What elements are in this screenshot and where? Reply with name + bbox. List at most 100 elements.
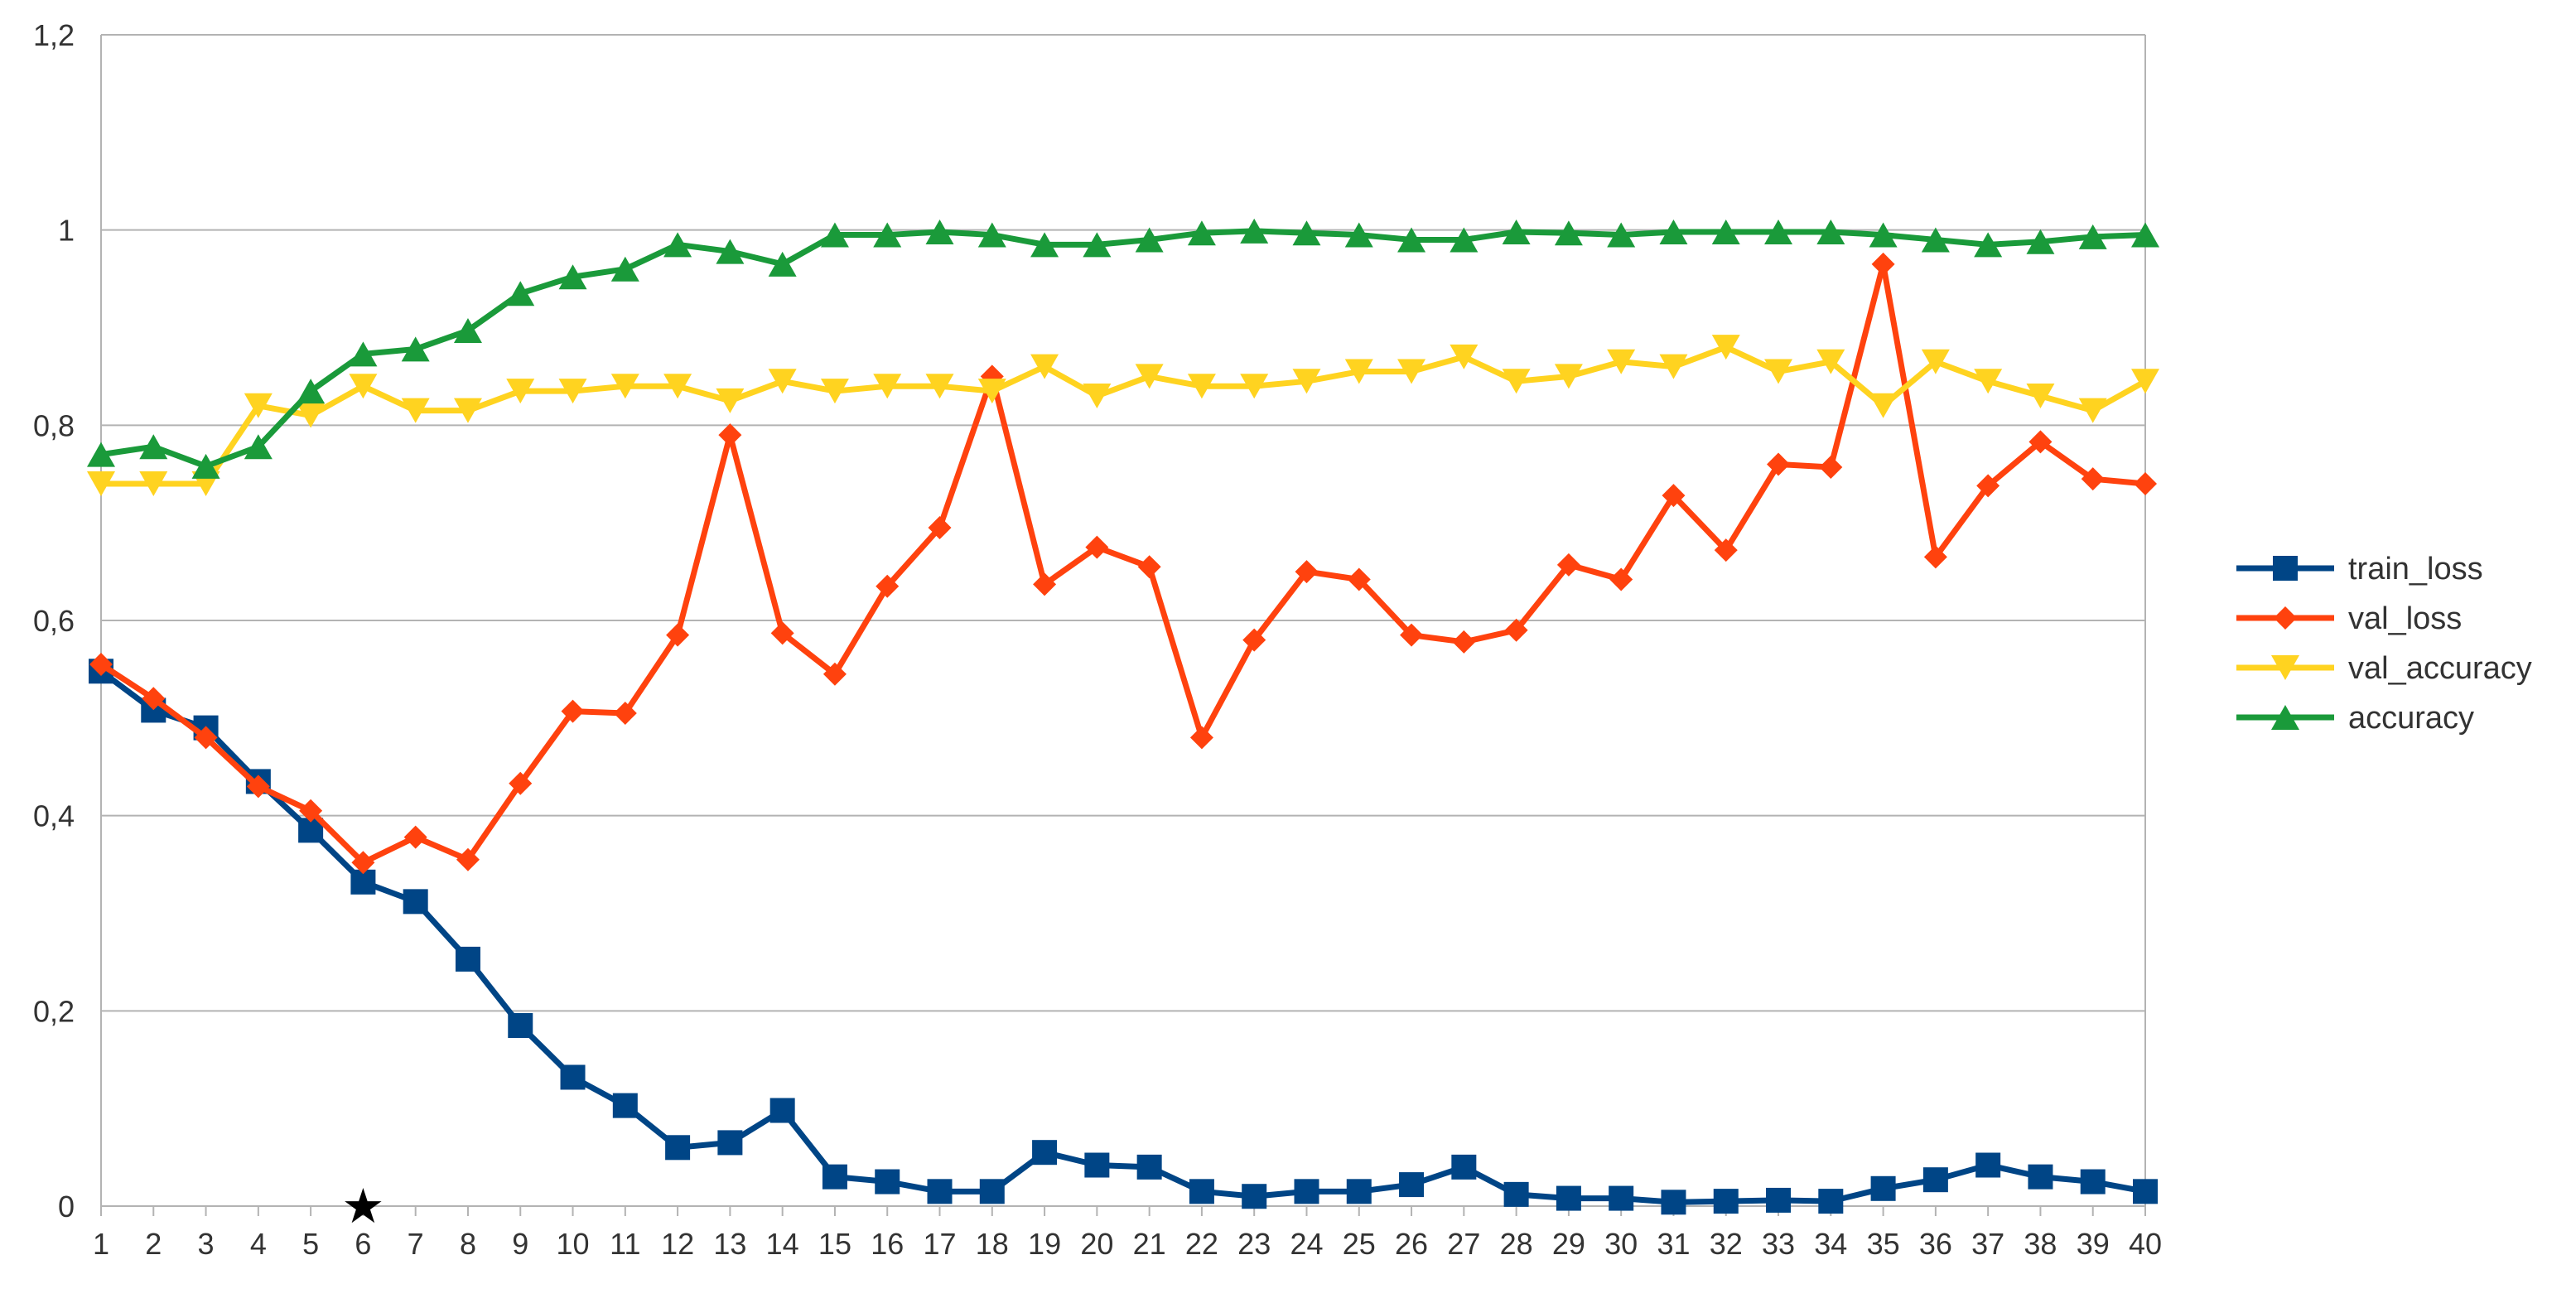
point-val_accuracy — [1974, 369, 2003, 394]
point-accuracy — [1187, 220, 1216, 246]
point-train_loss — [1870, 1175, 1896, 1201]
point-accuracy — [610, 256, 639, 282]
point-accuracy — [1607, 222, 1636, 248]
point-val_loss — [1400, 623, 1424, 647]
point-accuracy — [558, 264, 587, 290]
y-tick-label: 1,2 — [33, 18, 75, 52]
series-line-val_loss — [99, 261, 2146, 866]
point-val_accuracy — [506, 379, 535, 404]
point-train_loss — [455, 946, 480, 972]
point-val_loss — [1085, 535, 1109, 559]
x-tick-label: 12 — [661, 1227, 694, 1261]
legend-label: accuracy — [2348, 701, 2474, 736]
point-val_loss — [1295, 560, 1319, 584]
x-tick-label: 33 — [1762, 1227, 1795, 1261]
point-val_accuracy — [87, 471, 115, 497]
point-val_loss — [561, 699, 585, 723]
x-tick-label: 40 — [2129, 1227, 2162, 1261]
y-tick-label: 1 — [58, 214, 75, 248]
point-train_loss — [979, 1179, 1005, 1204]
legend: train_loss val_loss val_accuracy accuracy — [2236, 552, 2532, 736]
x-tick-label: 36 — [1919, 1227, 1952, 1261]
point-val_loss — [1767, 452, 1791, 476]
point-val_loss — [194, 726, 218, 750]
legend-swatch-marker — [2273, 556, 2298, 581]
point-val_accuracy — [1030, 354, 1059, 379]
x-tick-label: 20 — [1080, 1227, 1113, 1261]
point-train_loss — [1922, 1167, 1948, 1193]
point-val_loss — [1662, 484, 1686, 508]
point-accuracy — [1344, 222, 1373, 248]
point-val_accuracy — [297, 403, 326, 428]
point-val_accuracy — [1187, 374, 1216, 399]
annotation-layer: ★ — [341, 1180, 384, 1233]
point-accuracy — [977, 222, 1006, 248]
point-val_loss — [2081, 467, 2105, 491]
point-train_loss — [1399, 1172, 1425, 1198]
point-val_accuracy — [2026, 383, 2055, 408]
point-train_loss — [508, 1013, 533, 1039]
x-tick-label: 2 — [145, 1227, 162, 1261]
point-accuracy — [1554, 220, 1583, 246]
point-accuracy — [1135, 227, 1164, 253]
point-val_loss — [666, 623, 690, 647]
point-val_loss — [89, 653, 113, 677]
x-tick-label: 25 — [1343, 1227, 1376, 1261]
x-tick-label: 39 — [2077, 1227, 2110, 1261]
x-tick-label: 10 — [557, 1227, 590, 1261]
point-accuracy — [820, 222, 849, 248]
point-train_loss — [1556, 1185, 1581, 1211]
point-val_accuracy — [1659, 354, 1688, 379]
point-accuracy — [1030, 232, 1059, 258]
point-accuracy — [1292, 220, 1321, 246]
point-val_loss — [2134, 472, 2157, 496]
point-val_accuracy — [977, 379, 1006, 404]
x-tick-label: 23 — [1237, 1227, 1271, 1261]
point-accuracy — [873, 222, 902, 248]
point-train_loss — [612, 1093, 638, 1118]
x-tick-label: 28 — [1500, 1227, 1533, 1261]
legend-swatch-marker — [2271, 655, 2299, 680]
point-val_loss — [1189, 726, 1213, 750]
point-val_loss — [1556, 553, 1580, 577]
point-train_loss — [1451, 1154, 1477, 1180]
point-train_loss — [717, 1130, 743, 1156]
x-tick-label: 9 — [512, 1227, 528, 1261]
point-val_loss — [1452, 630, 1476, 654]
point-val_loss — [2028, 430, 2053, 454]
point-val_accuracy — [1135, 364, 1164, 389]
x-tick-label: 15 — [818, 1227, 851, 1261]
point-val_loss — [770, 621, 794, 645]
point-train_loss — [2133, 1179, 2158, 1204]
x-tick-label: 37 — [1971, 1227, 2004, 1261]
point-val_accuracy — [2078, 398, 2107, 423]
point-val_loss — [351, 851, 375, 875]
x-tick-label: 7 — [408, 1227, 424, 1261]
x-tick-label: 21 — [1133, 1227, 1166, 1261]
y-tick-label: 0 — [58, 1190, 75, 1224]
point-val_loss — [1033, 572, 1057, 596]
point-accuracy — [2026, 229, 2055, 254]
x-tick-label: 4 — [250, 1227, 267, 1261]
point-val_accuracy — [1450, 344, 1479, 369]
y-tick-label: 0,8 — [33, 408, 75, 442]
point-train_loss — [769, 1098, 795, 1123]
series-line-train_loss — [99, 668, 2146, 1205]
point-train_loss — [1346, 1179, 1372, 1204]
point-val_accuracy — [1397, 359, 1426, 384]
point-val_loss — [142, 687, 166, 711]
point-val_loss — [928, 516, 952, 540]
point-val_accuracy — [1344, 359, 1373, 384]
point-train_loss — [1136, 1154, 1162, 1180]
point-val_accuracy — [820, 379, 849, 404]
legend-label: val_accuracy — [2348, 651, 2532, 686]
x-tick-label: 5 — [302, 1227, 319, 1261]
point-accuracy — [1921, 227, 1950, 253]
x-tick-label: 30 — [1604, 1227, 1638, 1261]
point-val_accuracy — [349, 374, 378, 399]
x-tick-label: 3 — [198, 1227, 215, 1261]
axis-layer: 00,20,40,60,811,21 2 3 4 5 6 7 8 9 10 11 12 13 14 15 16… — [33, 18, 2162, 1261]
x-tick-label: 31 — [1657, 1227, 1690, 1261]
